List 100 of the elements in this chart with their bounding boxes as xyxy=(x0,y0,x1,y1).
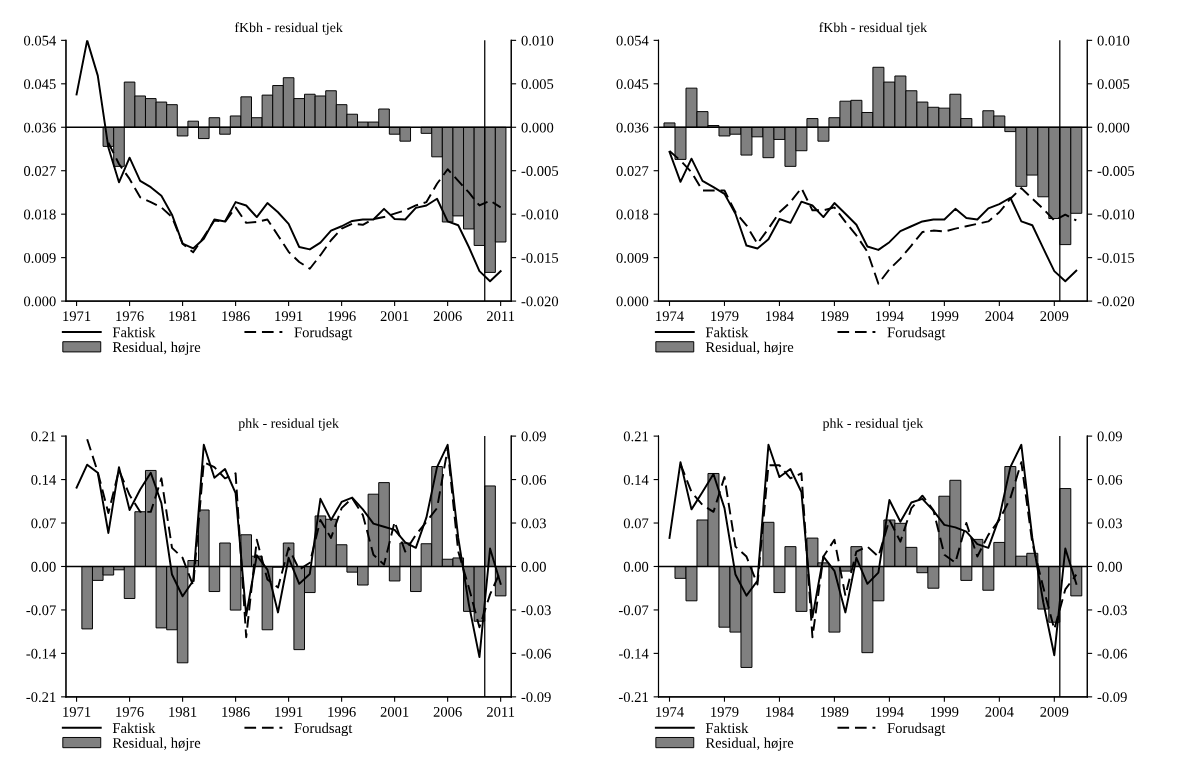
y-tick-label: 0.000 xyxy=(23,296,56,307)
y2-tick-label: 0.005 xyxy=(1097,79,1130,90)
x-tick-label: 1986 xyxy=(222,311,250,322)
y2-tick-label: -0.03 xyxy=(1097,605,1127,616)
y-tick-label: 0.21 xyxy=(623,431,648,442)
y2-tick-label: -0.09 xyxy=(521,692,551,703)
x-tick-label: 1979 xyxy=(711,707,739,717)
x-tick-label: 1984 xyxy=(766,311,794,322)
y2-tick-label: -0.06 xyxy=(1097,648,1127,659)
y2-tick-label: 0.00 xyxy=(521,561,546,572)
y2-tick-label: -0.005 xyxy=(1097,166,1135,176)
x-tick-label: 2011 xyxy=(486,311,515,322)
y2-tick-label: -0.020 xyxy=(1097,296,1135,307)
y2-tick-label: -0.09 xyxy=(1097,692,1127,703)
legend-label: Forudsagt xyxy=(887,722,946,737)
x-tick-label: 1991 xyxy=(275,707,303,717)
x-tick-label: 2009 xyxy=(1040,706,1069,717)
y-tick-label: -0.14 xyxy=(618,648,649,659)
x-tick-label: 1981 xyxy=(169,706,197,717)
y-tick-label: 0.07 xyxy=(623,518,649,529)
x-tick-label: 2001 xyxy=(380,706,409,717)
x-tick-label: 1996 xyxy=(328,311,356,322)
y2-tick-label: 0.00 xyxy=(1097,561,1122,572)
y2-tick-label: -0.005 xyxy=(521,166,559,176)
x-tick-label: 1976 xyxy=(116,311,144,322)
legend-label: Residual, højre xyxy=(705,737,794,751)
y-tick-label: -0.21 xyxy=(26,692,56,703)
y-tick-label: 0.027 xyxy=(23,166,56,176)
y-tick-label: 0.036 xyxy=(23,122,56,133)
y2-tick-label: -0.03 xyxy=(521,605,551,616)
y2-tick-label: 0.09 xyxy=(1097,431,1122,442)
y-tick-label: 0.009 xyxy=(23,252,56,263)
chart-title: fKbh - residual tjek xyxy=(234,22,343,35)
y-tick-label: 0.054 xyxy=(616,35,649,46)
y-tick-label: 0.07 xyxy=(31,518,56,529)
y2-tick-label: -0.06 xyxy=(521,648,551,659)
x-tick-label: 1991 xyxy=(275,311,303,322)
legend-label: Faktisk xyxy=(112,722,156,734)
legend-label: Residual, højre xyxy=(112,341,201,356)
y-tick-label: 0.14 xyxy=(623,474,649,485)
y-tick-label: 0.14 xyxy=(31,474,57,485)
y-tick-label: 0.054 xyxy=(23,35,57,46)
x-tick-label: 1989 xyxy=(821,706,849,717)
x-tick-label: 2006 xyxy=(433,706,462,717)
y2-tick-label: -0.010 xyxy=(521,209,559,220)
y2-tick-label: -0.020 xyxy=(521,296,559,307)
legend-label: Faktisk xyxy=(705,722,749,734)
x-tick-label: 1989 xyxy=(821,311,849,322)
x-tick-label: 1994 xyxy=(876,311,904,322)
x-tick-label: 1971 xyxy=(63,311,91,322)
y2-tick-label: 0.03 xyxy=(521,518,546,529)
y2-tick-label: 0.000 xyxy=(1097,122,1130,133)
legend-label: Residual, højre xyxy=(705,341,794,356)
y2-tick-label: 0.010 xyxy=(521,35,554,46)
y-tick-label: 0.045 xyxy=(23,79,56,90)
y-tick-label: 0.018 xyxy=(616,209,649,220)
y2-tick-label: 0.000 xyxy=(521,122,554,133)
x-tick-label: 2001 xyxy=(380,311,409,322)
y2-tick-label: 0.09 xyxy=(521,431,546,442)
y-tick-label: -0.21 xyxy=(618,692,648,703)
legend-label: Forudsagt xyxy=(294,327,353,341)
y2-tick-label: 0.010 xyxy=(1097,35,1130,46)
y-tick-label: 0.00 xyxy=(31,561,56,572)
x-tick-label: 1974 xyxy=(656,311,684,322)
legend-label: Faktisk xyxy=(112,327,156,338)
x-tick-label: 1986 xyxy=(222,706,250,717)
y-tick-label: 0.009 xyxy=(616,252,649,263)
x-tick-label: 2004 xyxy=(985,311,1014,322)
legend-label: Faktisk xyxy=(705,327,749,338)
y-tick-label: 0.045 xyxy=(616,79,649,90)
chart-title: phk - residual tjek xyxy=(238,418,339,431)
y-tick-label: 0.00 xyxy=(623,561,649,572)
x-tick-label: 1981 xyxy=(169,311,197,322)
y-tick-label: 0.027 xyxy=(616,166,649,176)
y2-tick-label: -0.015 xyxy=(1097,252,1135,263)
y-tick-label: 0.018 xyxy=(23,209,56,220)
y-tick-label: 0.036 xyxy=(616,122,649,133)
y-tick-label: -0.14 xyxy=(26,648,57,659)
x-tick-label: 1976 xyxy=(116,707,144,717)
chart-title: phk - residual tjek xyxy=(822,418,924,431)
x-tick-label: 1984 xyxy=(766,706,794,717)
chart-title: fKbh - residual tjek xyxy=(819,22,928,35)
y-tick-label: 0.21 xyxy=(31,431,56,442)
legend-label: Forudsagt xyxy=(294,722,353,737)
y-tick-label: 0.000 xyxy=(616,296,649,307)
x-tick-label: 2011 xyxy=(486,706,515,717)
y2-tick-label: 0.06 xyxy=(1097,474,1123,485)
y-tick-label: -0.07 xyxy=(618,605,649,616)
x-tick-label: 1999 xyxy=(931,707,959,717)
y2-tick-label: 0.03 xyxy=(1097,518,1122,529)
x-tick-label: 2009 xyxy=(1040,311,1069,322)
legend-label: Residual, højre xyxy=(112,737,201,751)
y2-tick-label: 0.06 xyxy=(521,474,547,485)
x-tick-label: 1974 xyxy=(656,707,684,717)
legend-label: Forudsagt xyxy=(887,327,946,341)
y2-tick-label: -0.015 xyxy=(521,252,559,263)
x-tick-label: 1994 xyxy=(876,707,904,717)
y2-tick-label: -0.010 xyxy=(1097,209,1135,220)
x-tick-label: 1979 xyxy=(711,311,739,322)
x-tick-label: 1996 xyxy=(328,707,356,717)
